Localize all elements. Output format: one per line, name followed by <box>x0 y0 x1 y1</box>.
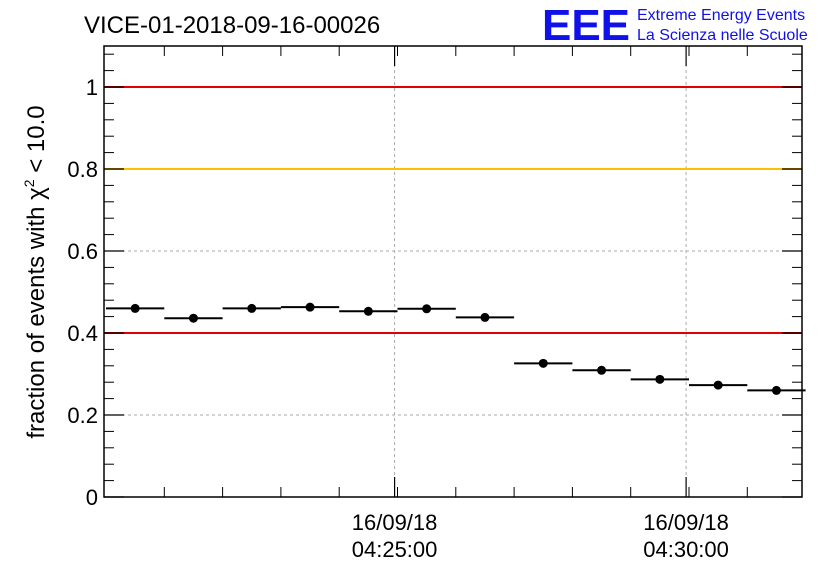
data-point <box>422 304 432 314</box>
data-point <box>130 303 140 313</box>
data-point <box>247 303 257 313</box>
reference-lines <box>104 86 802 334</box>
logo-letters: EEE <box>542 1 630 50</box>
y-tick-label: 0.2 <box>67 403 98 428</box>
grid-layer <box>104 46 802 497</box>
y-tick-label: 0.4 <box>67 321 98 346</box>
y-axis-label-prefix: fraction of events with <box>23 200 50 439</box>
axis-ticks <box>104 46 802 498</box>
y-axis-label: fraction of events with χ2 < 10.0 <box>21 105 50 438</box>
data-point <box>538 358 548 368</box>
data-point <box>188 313 198 323</box>
data-point <box>655 374 665 384</box>
y-axis-label-suffix: < 10.0 <box>23 105 50 179</box>
data-point <box>480 312 490 322</box>
chart-title: VICE-01-2018-09-16-00026 <box>84 12 380 39</box>
tick-labels: 00.20.40.60.8116/09/1804:25:0016/09/1804… <box>67 75 728 562</box>
data-point <box>597 365 607 375</box>
y-axis-label-symbol: χ <box>23 187 50 200</box>
eee-logo: EEE Extreme Energy Events La Scienza nel… <box>542 1 808 50</box>
data-point <box>363 306 373 316</box>
y-axis-label-power: 2 <box>21 179 37 187</box>
logo-line2: La Scienza nelle Scuole <box>637 27 808 44</box>
x-tick-label-time: 04:25:00 <box>352 537 438 562</box>
y-tick-label: 0 <box>86 485 98 510</box>
data-point <box>713 380 723 390</box>
data-point <box>305 302 315 312</box>
y-tick-label: 1 <box>86 75 98 100</box>
logo-line1: Extreme Energy Events <box>637 7 805 24</box>
x-tick-label-time: 04:30:00 <box>643 537 729 562</box>
data-point <box>771 385 781 395</box>
x-tick-label-date: 16/09/18 <box>643 510 729 535</box>
x-tick-label-date: 16/09/18 <box>352 510 438 535</box>
y-tick-label: 0.8 <box>67 157 98 182</box>
y-tick-label: 0.6 <box>67 239 98 264</box>
plot-frame <box>103 45 803 498</box>
data-series <box>106 302 806 395</box>
